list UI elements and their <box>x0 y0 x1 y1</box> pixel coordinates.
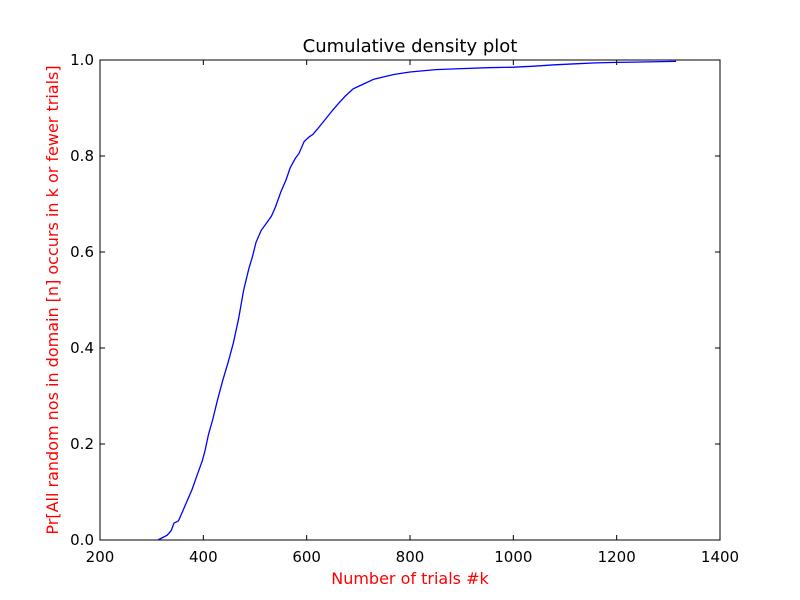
x-tick-label: 800 <box>396 548 425 566</box>
chart-title: Cumulative density plot <box>303 36 518 57</box>
y-tick-label: 1.0 <box>70 51 94 69</box>
x-tick-label: 1200 <box>598 548 636 566</box>
plot-area: 200 400 600 800 1000 1200 1400 0.0 0.2 0.4 0.6 0.8 1… <box>70 51 739 566</box>
x-tick-label: 400 <box>189 548 218 566</box>
axis-ticks <box>99 59 721 541</box>
cdf-series-line <box>157 60 677 541</box>
y-tick-label: 0.4 <box>70 339 94 357</box>
y-tick-label: 0.2 <box>70 435 94 453</box>
axis-tick-labels: 200 400 600 800 1000 1200 1400 0.0 0.2 0.4 0.6 0.8 1… <box>70 51 739 566</box>
y-tick-label: 0.6 <box>70 243 94 261</box>
x-tick-label: 1400 <box>701 548 739 566</box>
x-axis-label: Number of trials #k <box>331 569 489 588</box>
plot-frame <box>99 59 721 541</box>
y-tick-label: 0.0 <box>70 531 94 549</box>
y-tick-label: 0.8 <box>70 147 94 165</box>
x-tick-label: 200 <box>86 548 115 566</box>
y-axis-label: Pr[All random nos in domain [n] occurs i… <box>43 65 62 534</box>
x-tick-label: 1000 <box>494 548 532 566</box>
x-tick-label: 600 <box>292 548 321 566</box>
